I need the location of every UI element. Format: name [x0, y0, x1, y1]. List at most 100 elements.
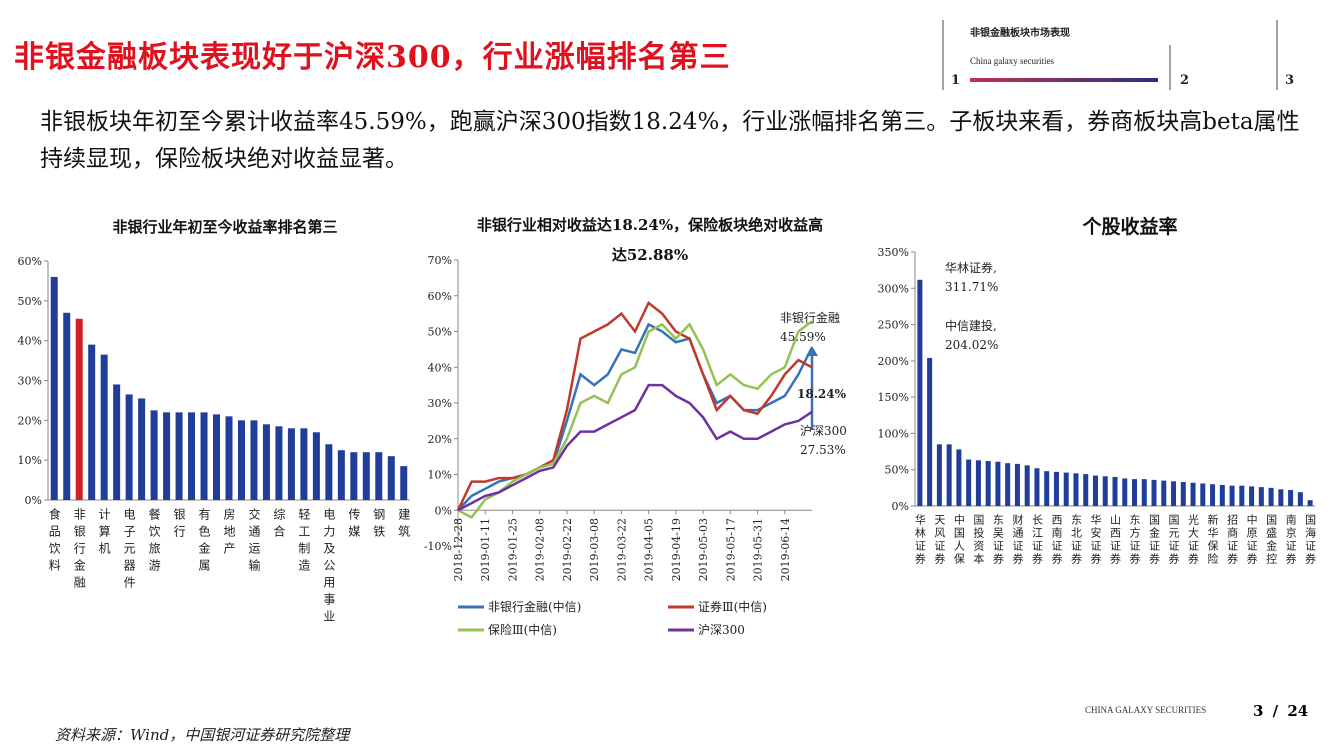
x-tick-label: 天风证券: [933, 514, 946, 566]
y-tick-label: 0%: [25, 494, 42, 507]
x-tick-label: 非银行金融: [72, 508, 86, 593]
line-series: [457, 320, 813, 519]
x-tick-label: 电子元器件: [122, 508, 136, 593]
x-tick-label: 2019-04-19: [670, 518, 683, 581]
bar: [1014, 463, 1020, 506]
bar: [1005, 463, 1011, 506]
x-tick-label: 建筑: [397, 508, 411, 542]
bar: [213, 414, 221, 500]
bar: [375, 452, 383, 500]
bar: [150, 410, 158, 500]
y-tick-label: 0%: [435, 504, 452, 517]
annotation: 311.71%: [945, 280, 998, 294]
chart-title: 非银行业相对收益达18.24%，保险板块绝对收益高达52.88%: [476, 216, 824, 264]
x-tick-label: 银行: [172, 508, 186, 542]
source-note: 资料来源：Wind，中国银河证券研究院整理: [55, 726, 350, 744]
bar: [188, 412, 196, 500]
annotation: 中信建投,: [945, 318, 997, 333]
y-tick-label: 50%: [18, 295, 42, 308]
x-tick-label: 综合: [272, 508, 286, 542]
bar: [362, 452, 370, 500]
x-tick-label: 华安证券: [1089, 513, 1102, 566]
nav-page[interactable]: 3: [1285, 73, 1294, 88]
annotation: 非银行金融: [780, 310, 840, 325]
summary: 非银板块年初至今累计收益率45.59%，跑赢沪深300指数18.24%，行业涨幅…: [40, 109, 1300, 172]
bar: [1268, 487, 1274, 506]
x-tick-label: 2019-05-03: [697, 518, 710, 581]
nav-section: 非银金融板块市场表现: [970, 26, 1070, 39]
bar: [1044, 471, 1050, 506]
annotation: 27.53%: [800, 443, 846, 457]
bar: [1258, 487, 1264, 506]
bar: [927, 357, 933, 506]
bar: [175, 412, 183, 500]
bar: [163, 412, 171, 500]
x-tick-label: 2019-06-14: [779, 518, 792, 581]
bar: [200, 412, 208, 500]
y-tick-label: 60%: [428, 290, 452, 303]
bar: [300, 428, 308, 500]
bar: [325, 444, 333, 500]
bar: [312, 432, 320, 500]
x-tick-label: 轻工制造: [297, 508, 311, 576]
x-tick-label: 2019-03-08: [588, 518, 601, 581]
bar: [1288, 490, 1294, 506]
x-tick-label: 2019-02-08: [534, 518, 547, 581]
bar: [1210, 484, 1216, 506]
legend-label: 保险Ⅲ(中信): [488, 622, 557, 637]
y-tick-label: 350%: [878, 246, 909, 259]
x-tick-label: 国盛金控: [1265, 514, 1278, 566]
nav-page[interactable]: 2: [1180, 73, 1189, 88]
y-tick-label: 10%: [18, 454, 42, 467]
bar: [75, 318, 83, 500]
bar: [1249, 486, 1255, 506]
bar: [337, 450, 345, 500]
footer-brand: CHINA GALAXY SECURITIES: [1085, 705, 1207, 715]
bar: [1024, 465, 1030, 506]
x-tick-label: 传媒: [347, 507, 361, 542]
x-tick-label: 钢铁: [372, 508, 386, 542]
y-tick-label: 10%: [428, 469, 452, 482]
y-tick-label: 0%: [892, 500, 909, 513]
x-tick-label: 2019-05-17: [724, 518, 737, 581]
slide-title: 非银金融板块表现好于沪深300，行业涨幅排名第三: [14, 40, 731, 75]
y-tick-label: 300%: [878, 282, 909, 295]
x-tick-label: 2019-01-25: [506, 518, 519, 581]
y-tick-label: 60%: [18, 255, 42, 268]
legend-label: 沪深300: [698, 623, 745, 637]
x-tick-label: 2019-05-31: [752, 518, 765, 581]
nav-brand[interactable]: China galaxy securities: [970, 56, 1054, 66]
bar: [936, 444, 942, 506]
y-tick-label: 50%: [885, 464, 909, 477]
y-tick-label: 200%: [878, 355, 909, 368]
x-tick-label: 2018-12-28: [452, 518, 465, 581]
x-tick-label: 餐饮旅游: [147, 507, 161, 576]
x-tick-label: 交通运输: [247, 507, 261, 576]
bar: [1034, 468, 1040, 506]
nav-page[interactable]: 1: [951, 73, 960, 88]
bar: [1141, 479, 1147, 506]
bar: [995, 461, 1001, 506]
y-tick-label: 20%: [18, 414, 42, 427]
x-tick-label: 山西证券: [1109, 514, 1122, 566]
bar: [1200, 483, 1206, 506]
x-tick-label: 中国人保: [952, 514, 965, 566]
bar: [946, 444, 952, 506]
x-tick-label: 有色金属: [197, 508, 211, 576]
nav-progress: [970, 78, 1158, 82]
bar: [1219, 484, 1225, 506]
bar: [100, 354, 108, 500]
bar: [113, 384, 121, 500]
x-tick-label: 国元证券: [1167, 514, 1180, 566]
bar: [917, 279, 923, 506]
legend-label: 证券Ⅲ(中信): [698, 599, 767, 614]
bar: [1122, 478, 1128, 506]
x-tick-label: 国投资本: [972, 514, 985, 566]
y-tick-label: 150%: [878, 391, 909, 404]
bar: [400, 466, 408, 500]
x-tick-label: 2019-02-22: [561, 518, 574, 581]
y-tick-label: 50%: [428, 326, 452, 339]
y-tick-label: 40%: [18, 335, 42, 348]
